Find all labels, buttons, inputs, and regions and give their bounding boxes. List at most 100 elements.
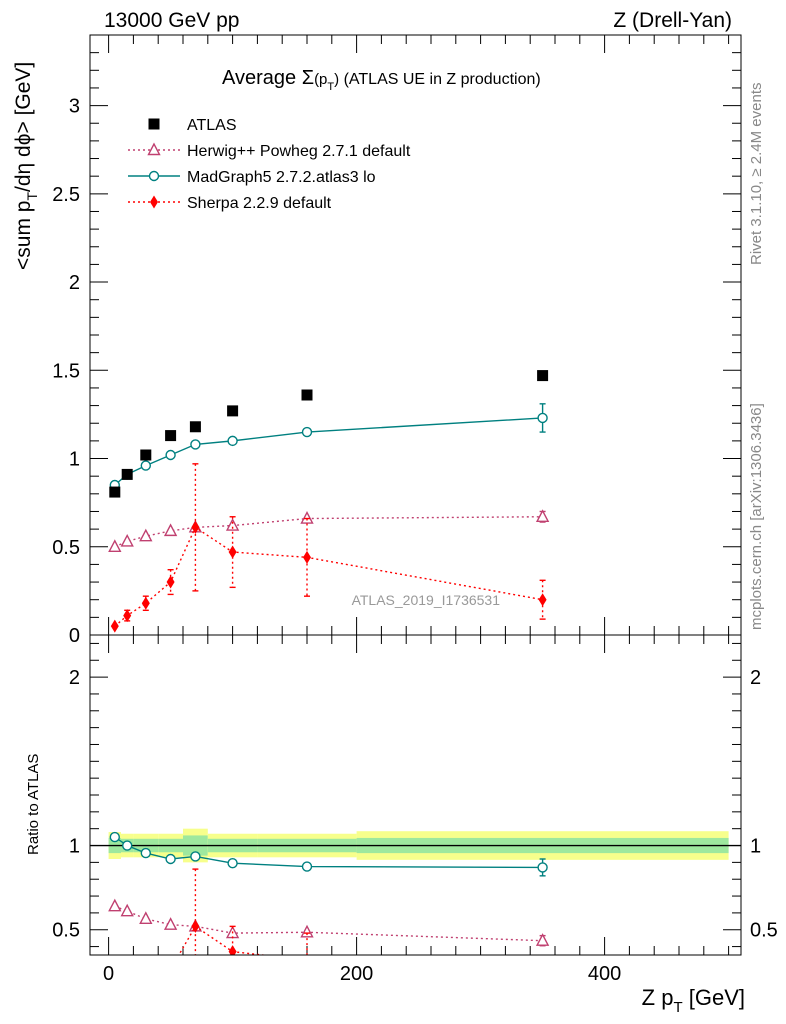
ratio-series [108,831,550,1010]
legend-label: Sherpa 2.2.9 default [187,195,332,212]
data-point [191,520,200,534]
ratio-ytick-label-right: 0.5 [750,920,778,942]
series-atlas [109,370,549,498]
data-point [301,861,313,872]
header-left: 13000 GeV pp [104,9,239,32]
main-ytick-label: 1.5 [52,360,80,382]
ratio-ytick-label-left: 0.5 [52,920,80,942]
data-point [120,903,134,917]
data-point [189,421,201,433]
main-ytick-label: 0 [69,625,80,647]
header-right: Z (Drell-Yan) [613,9,732,32]
data-point [537,412,548,424]
series-sherpa [111,868,547,1010]
data-point [301,426,313,438]
data-point [108,898,122,912]
legend-label: ATLAS [187,117,237,134]
data-point [166,575,175,589]
data-point [301,389,313,401]
data-point [121,468,133,480]
data-point [303,550,311,564]
data-point [538,593,547,607]
data-point [228,545,237,559]
main-ytick-label: 1 [69,449,80,471]
data-point [139,528,153,542]
data-point [142,977,150,990]
data-point [139,911,153,924]
data-point [190,439,201,450]
data-point [539,984,547,997]
data-point [141,596,150,610]
series-herwig [108,509,550,552]
data-point [110,619,119,633]
data-point [306,953,308,955]
data-point [165,853,176,865]
ratio-ytick-label-right: 2 [750,667,761,689]
legend-marker [150,195,158,209]
main-ytick-label: 0.5 [52,537,80,559]
legend-label: Herwig++ Powheg 2.7.1 default [187,143,411,160]
mcplots-label: mcplots.cern.ch [arXiv:1306.3436] [748,403,765,630]
legend-label: MadGraph5 2.7.2.atlas3 lo [187,169,376,186]
legend-entry: ATLAS [148,117,237,134]
ratio-panel: 0.5 0.5 1 1 2 2 0 200 400 Ratio to ATLAS Z pT [… [25,634,778,1016]
data-point [537,370,549,382]
data-point [140,449,152,461]
series-line [114,516,543,548]
data-point [111,997,119,1010]
data-point [121,840,133,851]
data-point [535,509,550,522]
data-point [163,917,178,930]
data-point [140,460,152,471]
main-x-ticks [108,35,730,635]
data-point [165,449,176,461]
data-point [537,862,548,873]
data-point [227,405,239,417]
main-panel: 0 0.5 1 1.5 2 2.5 3 ATLAS_2019_I1736531 Averag… [12,34,742,647]
data-point [165,430,177,442]
series-sherpa [110,463,547,633]
data-point [163,523,178,537]
main-y-ticks: 0 0.5 1 1.5 2 2.5 3 [52,34,741,647]
main-ytick-label: 2 [69,272,80,294]
series-line [114,526,543,627]
main-title: Average Σ(pT) (ATLAS UE in Z production) [222,67,541,93]
data-point [191,919,200,933]
legend-entry: Sherpa 2.2.9 default [128,195,332,212]
ratio-ytick-label-right: 1 [750,836,761,858]
rivet-label: Rivet 3.1.10, ≥ 2.4M events [748,83,765,266]
xtick-label: 400 [588,963,621,985]
data-point [123,987,131,1000]
data-point [190,851,201,862]
series-madgraph5 [109,831,548,877]
xtick-label: 0 [103,963,114,985]
main-ytick-label: 3 [69,96,80,118]
legend-marker [147,142,161,156]
series-line [114,417,543,486]
data-point [120,533,134,547]
series-madgraph5 [109,403,548,491]
legend-entry: Herwig++ Powheg 2.7.1 default [128,142,411,160]
data-point [140,847,152,859]
data-point [228,945,237,955]
main-ylabel: <sum pT/dη dϕ> [GeV] [12,62,40,270]
ratio-ylabel: Ratio to ATLAS [25,754,42,855]
data-point [225,518,240,531]
data-point [227,435,238,447]
xtick-label: 200 [340,963,373,985]
legend-entry: MadGraph5 2.7.2.atlas3 lo [128,169,376,186]
ratio-ytick-label-left: 2 [69,667,80,689]
ratio-frame [89,634,742,956]
data-point [109,831,121,843]
data-point [535,933,550,946]
data-point [227,858,238,869]
ratio-y-ticks: 0.5 0.5 1 1 2 2 [52,642,778,948]
legend: ATLAS Herwig++ Powheg 2.7.1 default MadGra… [128,117,411,212]
data-point [123,609,132,623]
data-point [108,539,122,552]
ratio-ytick-label-left: 1 [69,836,80,858]
ratio-x-ticks: 0 200 400 [103,635,730,985]
data-point [167,963,175,976]
main-watermark: ATLAS_2019_I1736531 [352,592,501,608]
